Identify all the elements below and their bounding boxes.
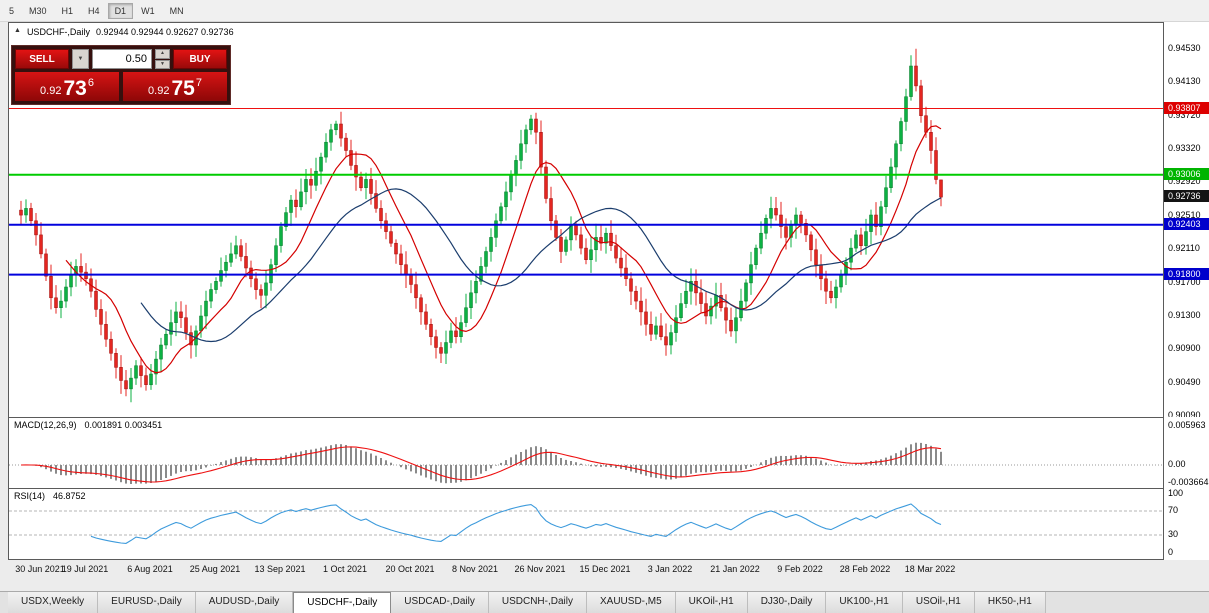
rsi-axis[interactable]: 100 70 30 0 — [1164, 488, 1209, 560]
date-axis-label: 20 Oct 2021 — [385, 564, 435, 574]
date-axis-label: 1 Oct 2021 — [322, 564, 368, 574]
rsi-indicator-pane[interactable]: RSI(14) 46.8752 — [8, 488, 1164, 560]
macd-header: MACD(12,26,9) 0.001891 0.003451 — [14, 420, 162, 430]
date-axis-label: 26 Nov 2021 — [514, 564, 566, 574]
chart-title-bar: ▲ USDCHF-,Daily 0.92944 0.92944 0.92627 … — [14, 27, 234, 37]
chart-tab-usdx-weekly[interactable]: USDX,Weekly — [8, 592, 99, 613]
chart-tab-hk50-h1[interactable]: HK50-,H1 — [974, 592, 1046, 613]
chart-tab-bar: USDX,Weekly EURUSD-,Daily AUDUSD-,Daily USD… — [0, 591, 1209, 613]
chart-tab-eurusd-daily[interactable]: EURUSD-,Daily — [98, 592, 196, 613]
macd-title: MACD(12,26,9) — [14, 420, 77, 430]
rsi-chart-canvas[interactable] — [9, 489, 1163, 559]
date-axis-label: 28 Feb 2022 — [839, 564, 891, 574]
sell-price-pip: 6 — [87, 77, 94, 89]
price-axis-label: 0.92110 — [1168, 243, 1200, 253]
timeframe-toolbar: 5 M30 H1 H4 D1 W1 MN — [0, 0, 1209, 22]
price-axis-label: 0.90090 — [1168, 410, 1201, 420]
price-axis-label: 0.93720 — [1168, 110, 1201, 120]
volume-input[interactable] — [92, 49, 152, 69]
date-axis-label: 15 Dec 2021 — [579, 564, 631, 574]
buy-price-pip: 7 — [195, 77, 202, 89]
timeframe-button-mn[interactable]: MN — [169, 5, 184, 16]
price-axis[interactable]: 0.94530 0.94130 0.93720 0.93320 0.92920 0.925… — [1164, 22, 1209, 420]
price-axis-label: 0.94530 — [1168, 43, 1201, 53]
sell-price-big: 73 — [63, 77, 87, 100]
macd-axis[interactable]: 0.005963 0.00 -0.003664 — [1164, 417, 1209, 488]
rsi-axis-label: 100 — [1168, 488, 1184, 498]
rsi-current-value: 46.8752 — [53, 491, 86, 501]
price-tag-0.92736: 0.92736 — [1164, 190, 1209, 202]
chart-tab-audusd-daily[interactable]: AUDUSD-,Daily — [195, 592, 294, 613]
sell-button[interactable]: SELL — [15, 49, 69, 69]
timeframe-button-w1[interactable]: W1 — [141, 5, 155, 16]
price-tag-0.93006: 0.93006 — [1164, 168, 1209, 180]
date-axis-label: 9 Feb 2022 — [777, 564, 823, 574]
sell-price-small: 0.92 — [40, 85, 62, 97]
timeframe-button-h4[interactable]: H4 — [88, 5, 100, 16]
chart-tab-usdcad-daily[interactable]: USDCAD-,Daily — [391, 592, 489, 613]
price-tag-0.92403: 0.92403 — [1164, 218, 1209, 230]
chart-tab-dj30-daily[interactable]: DJ30-,Daily — [747, 592, 827, 613]
date-axis-label: 19 Jul 2021 — [61, 564, 109, 574]
price-axis-label: 0.91300 — [1168, 310, 1201, 320]
date-axis-label: 30 Jun 2021 — [15, 564, 65, 574]
timeframe-button-h1[interactable]: H1 — [61, 5, 74, 16]
date-axis-label: 25 Aug 2021 — [189, 564, 241, 574]
volume-stepper: ▲ ▼ — [155, 49, 170, 69]
volume-up-icon[interactable]: ▲ — [155, 49, 170, 59]
chart-tab-usdchf-daily[interactable]: USDCHF-,Daily — [293, 592, 392, 613]
price-axis-label: 0.92510 — [1168, 210, 1201, 220]
buy-price-big: 75 — [171, 77, 195, 100]
buy-button[interactable]: BUY — [173, 49, 227, 69]
rsi-axis-label: 30 — [1168, 529, 1179, 539]
rsi-title: RSI(14) — [14, 491, 46, 501]
sell-price-display[interactable]: 0.92 73 6 — [15, 72, 119, 101]
buy-price-small: 0.92 — [148, 85, 170, 97]
date-axis-label: 3 Jan 2022 — [647, 564, 693, 574]
macd-current-values: 0.001891 0.003451 — [84, 420, 163, 430]
macd-axis-label: 0.005963 — [1168, 420, 1206, 430]
chart-tab-usdcnh-daily[interactable]: USDCNH-,Daily — [488, 592, 587, 613]
chart-tab-ukoil-h1[interactable]: UKOil-,H1 — [675, 592, 748, 613]
rsi-header: RSI(14) 46.8752 — [14, 491, 86, 501]
buy-price-display[interactable]: 0.92 75 7 — [123, 72, 227, 101]
macd-chart-canvas[interactable] — [9, 418, 1163, 488]
chart-symbol-label: USDCHF-,Daily — [26, 27, 90, 37]
volume-down-icon[interactable]: ▼ — [155, 59, 170, 69]
rsi-axis-label: 0 — [1168, 547, 1174, 557]
date-axis[interactable]: 30 Jun 2021 19 Jul 2021 6 Aug 2021 25 Aug 2… — [8, 560, 1164, 580]
rsi-axis-label: 70 — [1168, 505, 1179, 515]
timeframe-button-d1[interactable]: D1 — [107, 2, 134, 19]
macd-axis-label: -0.003664 — [1168, 477, 1209, 487]
price-axis-label: 0.94130 — [1168, 76, 1201, 86]
macd-indicator-pane[interactable]: MACD(12,26,9) 0.001891 0.003451 — [8, 417, 1164, 489]
date-axis-label: 21 Jan 2022 — [710, 564, 760, 574]
price-axis-label: 0.93320 — [1168, 143, 1201, 153]
chart-tab-xauusd-m5[interactable]: XAUUSD-,M5 — [586, 592, 676, 613]
price-tag-0.91800: 0.91800 — [1164, 268, 1209, 280]
volume-dropdown-arrow-icon[interactable]: ▼ — [72, 49, 89, 69]
price-axis-label: 0.90900 — [1168, 343, 1201, 353]
price-axis-label: 0.92920 — [1168, 176, 1201, 186]
date-axis-label: 6 Aug 2021 — [127, 564, 173, 574]
date-axis-label: 18 Mar 2022 — [904, 564, 956, 574]
main-price-chart[interactable]: ▲ USDCHF-,Daily 0.92944 0.92944 0.92627 … — [8, 22, 1164, 418]
chart-ohlc-values: 0.92944 0.92944 0.92627 0.92736 — [95, 27, 234, 37]
collapse-triangle-icon: ▲ — [14, 27, 21, 34]
macd-axis-label: 0.00 — [1168, 459, 1186, 469]
timeframe-button-5[interactable]: 5 — [9, 5, 15, 16]
timeframe-button-m30[interactable]: M30 — [29, 5, 47, 16]
date-axis-label: 8 Nov 2021 — [451, 564, 499, 574]
price-axis-label: 0.91700 — [1168, 277, 1201, 287]
date-axis-label: 13 Sep 2021 — [254, 564, 306, 574]
price-axis-label: 0.90490 — [1168, 377, 1201, 387]
chart-tab-uk100-h1[interactable]: UK100-,H1 — [826, 592, 903, 613]
price-tag-0.93807: 0.93807 — [1164, 102, 1209, 114]
chart-tab-usoil-h1[interactable]: USOil-,H1 — [902, 592, 975, 613]
